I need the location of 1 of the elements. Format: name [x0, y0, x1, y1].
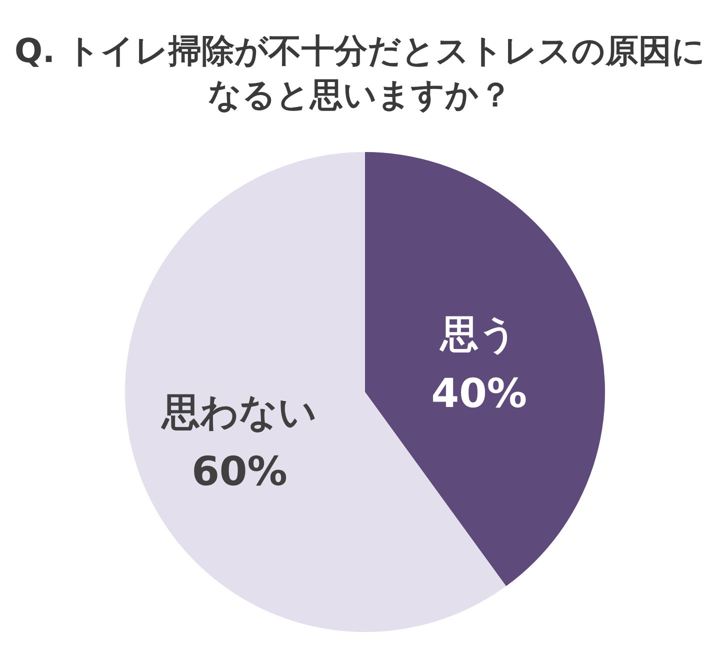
title: Q. トイレ掃除が不十分だとストレスの原因になると思いますか？: [14, 31, 706, 114]
